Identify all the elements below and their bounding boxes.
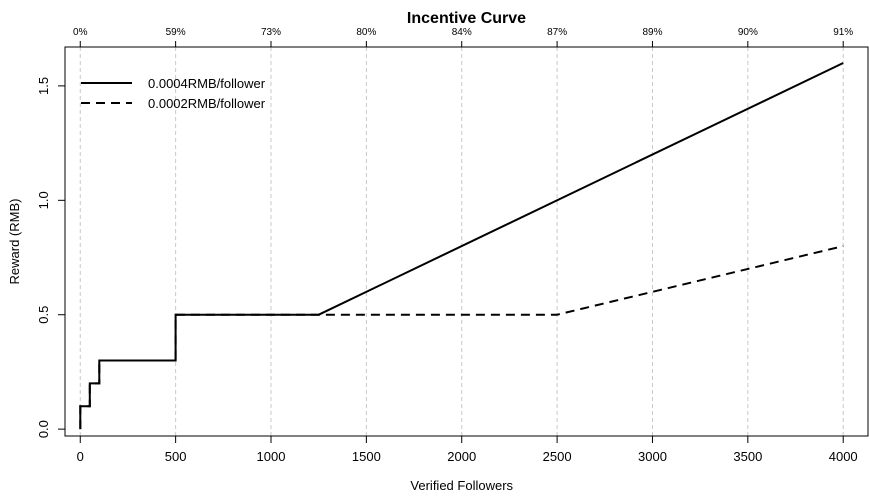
x-axis-top: 0% 59% 73% 80% 84% 87% 89% 90% 91%: [73, 27, 853, 47]
series-layer: [79, 62, 844, 430]
chart-title: Incentive Curve: [407, 10, 526, 27]
legend-label-2: 0.0002RMB/follower: [148, 96, 266, 111]
top-tick-label: 91%: [833, 27, 853, 38]
top-tick-label: 73%: [261, 27, 281, 38]
x-axis-bottom: 0 500 1000 1500 2000 2500 3000 3500 4000: [77, 435, 858, 464]
legend: 0.0004RMB/follower 0.0002RMB/follower: [81, 76, 266, 111]
y-axis-label: Reward (RMB): [7, 199, 22, 285]
y-axis: 0.0 0.5 1.0 1.5: [36, 77, 65, 438]
top-tick-label: 84%: [452, 27, 472, 38]
x-tick-label: 2000: [447, 449, 476, 464]
top-tick-label: 0%: [73, 27, 88, 38]
x-tick-label: 1000: [257, 449, 286, 464]
y-tick-label: 0.0: [36, 420, 51, 438]
x-tick-label: 1500: [352, 449, 381, 464]
top-tick-label: 80%: [356, 27, 376, 38]
x-axis-label: Verified Followers: [410, 478, 513, 493]
top-tick-label: 59%: [166, 27, 186, 38]
x-tick-label: 3000: [638, 449, 667, 464]
top-tick-label: 89%: [642, 27, 662, 38]
y-tick-label: 0.5: [36, 306, 51, 324]
y-tick-label: 1.5: [36, 77, 51, 95]
grid-layer: [79, 47, 844, 436]
x-tick-label: 3500: [733, 449, 762, 464]
x-tick-label: 2500: [543, 449, 572, 464]
x-tick-label: 500: [165, 449, 187, 464]
top-tick-label: 87%: [547, 27, 567, 38]
legend-label-1: 0.0004RMB/follower: [148, 76, 266, 91]
x-tick-label: 0: [77, 449, 84, 464]
series-line-2: [79, 245, 844, 430]
x-tick-label: 4000: [829, 449, 858, 464]
y-tick-label: 1.0: [36, 191, 51, 209]
top-tick-label: 90%: [738, 27, 758, 38]
